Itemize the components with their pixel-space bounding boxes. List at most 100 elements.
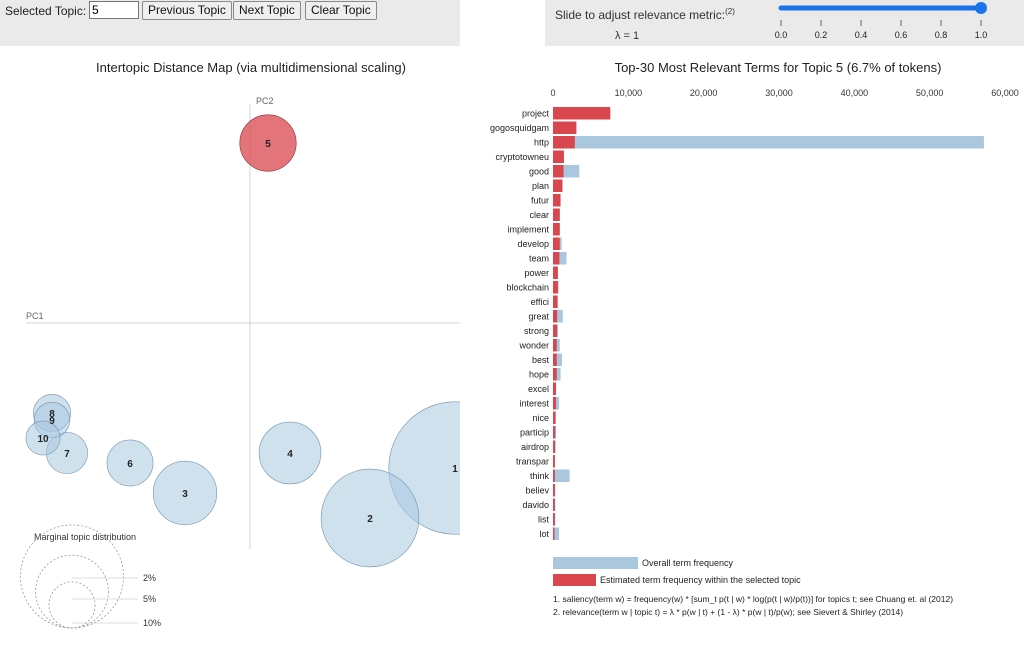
overall-frequency-bar[interactable] [553, 469, 570, 483]
term-label[interactable]: implement [507, 225, 549, 235]
relevance-slider[interactable]: 0.0 0.2 0.4 0.6 0.8 1.0 [545, 0, 1024, 46]
topic-bubble-label: 8 [49, 409, 55, 420]
topic-frequency-bar[interactable] [553, 150, 564, 164]
legend-overall-label: Overall term frequency [642, 558, 734, 568]
topic-bubble-label: 5 [265, 139, 271, 150]
term-label[interactable]: lot [539, 529, 549, 539]
topic-frequency-bar[interactable] [553, 324, 558, 338]
pc1-axis-label: PC1 [26, 311, 44, 321]
x-tick-label: 50,000 [916, 88, 944, 98]
topic-frequency-bar[interactable] [553, 223, 560, 236]
topic-frequency-bar[interactable] [553, 382, 557, 396]
topic-frequency-bar[interactable] [553, 194, 561, 207]
term-label[interactable]: good [529, 167, 549, 177]
term-label[interactable]: effici [531, 297, 549, 307]
topic-frequency-bar[interactable] [553, 411, 556, 425]
clear-topic-button[interactable]: Clear Topic [305, 1, 377, 20]
term-label[interactable]: plan [532, 181, 549, 191]
topic-frequency-bar[interactable] [553, 310, 558, 323]
topic-frequency-bar[interactable] [553, 107, 611, 120]
term-label[interactable]: hope [529, 370, 549, 380]
topic-frequency-bar[interactable] [553, 513, 555, 526]
topic-frequency-bar[interactable] [553, 368, 557, 381]
term-label[interactable]: excel [528, 384, 549, 394]
marginal-circle [48, 581, 96, 629]
marginal-circle [20, 524, 124, 629]
overall-frequency-bar[interactable] [553, 527, 560, 541]
slider-handle[interactable] [975, 2, 987, 14]
intertopic-distance-map: Intertopic Distance Map (via multidimens… [20, 60, 460, 629]
topic-bubble-10[interactable] [25, 420, 61, 456]
topic-bubble-2[interactable] [320, 468, 420, 568]
topic-frequency-bar[interactable] [553, 353, 557, 367]
term-label[interactable]: project [522, 109, 550, 119]
topic-bubble-label: 3 [182, 489, 188, 500]
selected-topic-label: Selected Topic: [5, 4, 87, 18]
term-label[interactable]: nice [532, 413, 549, 423]
slider-label-text: Slide to adjust relevance metric: [555, 8, 726, 22]
term-label[interactable]: believ [525, 486, 549, 496]
overall-frequency-bar[interactable] [553, 136, 984, 149]
next-topic-button[interactable]: Next Topic [233, 1, 301, 20]
topic-bubble-3[interactable] [152, 460, 218, 526]
topic-frequency-bar[interactable] [553, 426, 556, 439]
topic-bubble-6[interactable] [106, 439, 154, 487]
term-label[interactable]: airdrop [521, 442, 549, 452]
topic-frequency-bar[interactable] [553, 498, 555, 512]
topic-frequency-bar[interactable] [553, 281, 558, 294]
marginal-label: 10% [143, 618, 161, 628]
term-label[interactable]: interest [519, 399, 549, 409]
footnote-saliency: 1. saliency(term w) = frequency(w) * [su… [553, 594, 953, 604]
selected-topic-input[interactable] [89, 1, 139, 19]
topic-frequency-bar[interactable] [553, 179, 563, 193]
marginal-circle [35, 554, 109, 629]
term-label[interactable]: particip [520, 428, 549, 438]
lambda-value-label: λ = 1 [615, 30, 640, 42]
topic-frequency-bar[interactable] [553, 339, 557, 352]
bar-chart-title: Top-30 Most Relevant Terms for Topic 5 (… [615, 60, 942, 75]
topic-frequency-bar[interactable] [553, 165, 564, 178]
term-label[interactable]: develop [517, 239, 549, 249]
topic-bubble-label: 1 [452, 464, 458, 475]
legend-topic-swatch [553, 574, 596, 586]
topic-bubble-5[interactable] [239, 114, 297, 172]
topic-frequency-bar[interactable] [553, 440, 556, 454]
term-label[interactable]: great [528, 312, 549, 322]
term-label[interactable]: davido [522, 500, 549, 510]
topic-frequency-bar[interactable] [553, 484, 555, 497]
x-tick-label: 20,000 [690, 88, 718, 98]
topic-frequency-bar[interactable] [553, 121, 577, 135]
term-label[interactable]: power [524, 268, 549, 278]
term-label[interactable]: list [538, 515, 549, 525]
term-label[interactable]: http [534, 138, 549, 148]
marginal-label: 2% [143, 573, 156, 583]
term-label[interactable]: transpar [516, 457, 549, 467]
slider-tick-label: 0.0 [775, 30, 788, 40]
topic-frequency-bar[interactable] [553, 266, 558, 280]
term-label[interactable]: strong [524, 326, 549, 336]
topic-frequency-bar[interactable] [553, 397, 557, 410]
term-label[interactable]: futur [531, 196, 549, 206]
term-label[interactable]: blockchain [506, 283, 549, 293]
topic-frequency-bar[interactable] [553, 237, 560, 251]
term-label[interactable]: clear [529, 210, 549, 220]
topic-bubble-4[interactable] [258, 421, 322, 485]
term-label[interactable]: wonder [518, 341, 549, 351]
topic-frequency-bar[interactable] [553, 295, 558, 309]
overall-frequency-bar[interactable] [553, 353, 563, 367]
term-label[interactable]: cryptotowneu [495, 152, 549, 162]
overall-frequency-bar[interactable] [553, 310, 563, 323]
topic-frequency-bar[interactable] [553, 469, 555, 483]
term-label[interactable]: gogosquidgam [490, 123, 549, 133]
topic-frequency-bar[interactable] [553, 455, 555, 468]
term-label[interactable]: best [532, 355, 550, 365]
term-label[interactable]: think [530, 471, 550, 481]
topic-bubble-label: 9 [49, 416, 55, 427]
topic-frequency-bar[interactable] [553, 136, 575, 149]
term-label[interactable]: team [529, 254, 549, 264]
previous-topic-button[interactable]: Previous Topic [142, 1, 232, 20]
topic-frequency-bar[interactable] [553, 527, 555, 541]
x-tick-label: 60,000 [991, 88, 1019, 98]
topic-frequency-bar[interactable] [553, 208, 560, 222]
topic-frequency-bar[interactable] [553, 252, 560, 265]
